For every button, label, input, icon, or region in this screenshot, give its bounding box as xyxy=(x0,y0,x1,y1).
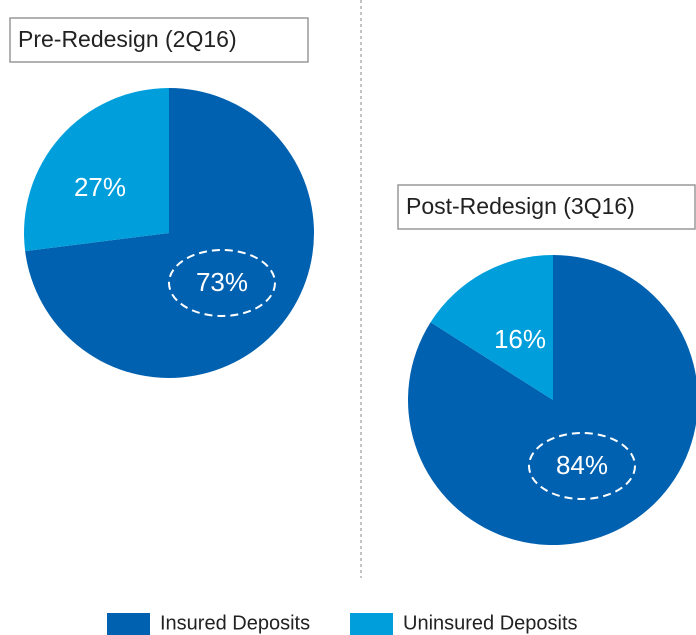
highlight-ring xyxy=(168,249,276,317)
highlight-ring xyxy=(528,432,636,500)
chart-title: Post-Redesign (3Q16) xyxy=(406,193,635,219)
legend-swatch xyxy=(350,613,393,635)
legend-label: Uninsured Deposits xyxy=(403,612,578,634)
pie-slice xyxy=(430,255,553,400)
title-box xyxy=(397,184,696,230)
title-box xyxy=(9,17,309,63)
pie-slice xyxy=(23,88,169,252)
chart-title: Pre-Redesign (2Q16) xyxy=(18,26,237,52)
value-label: 84% xyxy=(556,450,608,480)
value-label: 16% xyxy=(494,324,546,354)
legend-swatch xyxy=(107,613,150,635)
pie-slice xyxy=(25,88,314,378)
value-label: 73% xyxy=(196,267,248,297)
pie-slice xyxy=(408,255,696,545)
value-label: 27% xyxy=(74,172,126,202)
legend-label: Insured Deposits xyxy=(160,612,310,634)
